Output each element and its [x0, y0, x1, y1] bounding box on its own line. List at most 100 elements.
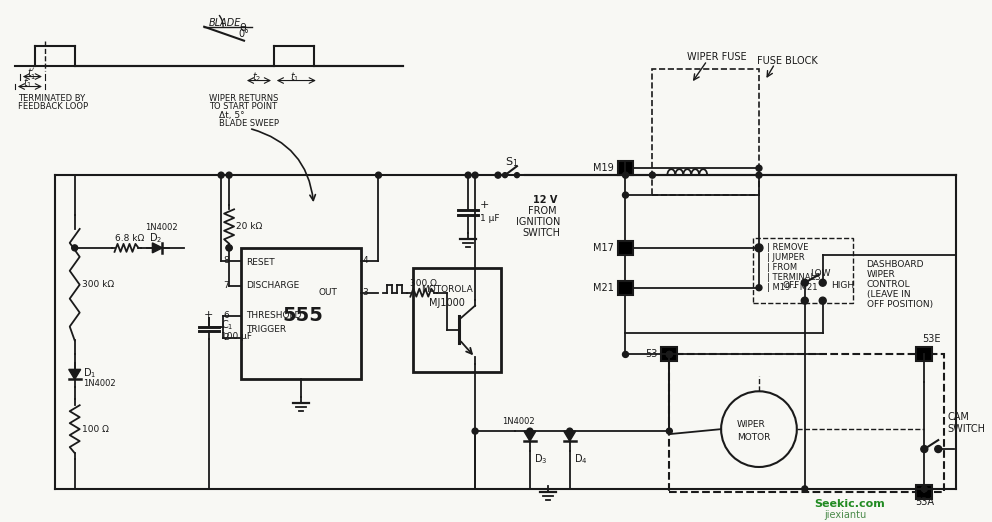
- Circle shape: [503, 173, 508, 177]
- Text: 2: 2: [223, 333, 229, 342]
- Circle shape: [226, 245, 232, 251]
- Text: C$_1$: C$_1$: [221, 318, 234, 333]
- Text: +: +: [204, 310, 213, 319]
- Bar: [917, 485, 932, 499]
- Circle shape: [495, 172, 501, 178]
- Bar: [618, 281, 634, 295]
- Text: 53: 53: [645, 349, 658, 360]
- Circle shape: [921, 446, 928, 453]
- Circle shape: [819, 279, 826, 286]
- Text: | FROM: | FROM: [767, 263, 797, 272]
- Text: MOTOR: MOTOR: [737, 433, 771, 442]
- Text: LOW: LOW: [809, 269, 830, 278]
- Text: 6.8 kΩ: 6.8 kΩ: [114, 234, 144, 243]
- Text: M21: M21: [592, 283, 613, 293]
- Circle shape: [515, 173, 520, 177]
- Text: S$_1$: S$_1$: [505, 156, 519, 169]
- Text: 12 V: 12 V: [533, 195, 558, 205]
- Circle shape: [472, 428, 478, 434]
- Bar: [618, 161, 634, 175]
- Text: 8: 8: [223, 256, 229, 265]
- Polygon shape: [68, 370, 80, 379]
- Text: $t_1'$: $t_1'$: [27, 66, 37, 81]
- Circle shape: [226, 245, 232, 251]
- Text: SWITCH: SWITCH: [522, 228, 559, 238]
- Text: D$_1$: D$_1$: [82, 366, 96, 380]
- Text: 20 kΩ: 20 kΩ: [236, 222, 262, 231]
- Text: 1N4002: 1N4002: [502, 417, 535, 425]
- Text: 1N4002: 1N4002: [82, 379, 115, 388]
- Circle shape: [71, 245, 77, 251]
- Text: $t_1$: $t_1$: [23, 77, 33, 90]
- Bar: [414, 268, 501, 372]
- Text: 555: 555: [283, 306, 323, 325]
- Text: $t_1$: $t_1$: [290, 70, 300, 85]
- Circle shape: [802, 279, 808, 286]
- Text: BLADE: BLADE: [209, 18, 241, 28]
- Text: IGNITION: IGNITION: [516, 217, 560, 227]
- Circle shape: [226, 172, 232, 178]
- Circle shape: [650, 172, 656, 178]
- Circle shape: [802, 486, 807, 492]
- Bar: [653, 68, 759, 195]
- Text: 7: 7: [223, 281, 229, 290]
- Circle shape: [566, 428, 572, 434]
- Circle shape: [623, 351, 629, 358]
- Circle shape: [667, 351, 673, 358]
- Text: jiexiantu: jiexiantu: [824, 510, 867, 520]
- Circle shape: [922, 486, 928, 492]
- Text: Δt, 5°: Δt, 5°: [219, 111, 245, 120]
- Circle shape: [527, 428, 533, 434]
- Circle shape: [667, 351, 673, 358]
- Text: SWITCH: SWITCH: [947, 424, 985, 434]
- Text: 1N4002: 1N4002: [146, 223, 178, 232]
- Circle shape: [667, 428, 673, 434]
- Bar: [241, 248, 360, 379]
- Text: WIPER: WIPER: [737, 420, 766, 429]
- Text: 53A: 53A: [915, 497, 933, 507]
- Text: DASHBOARD: DASHBOARD: [867, 260, 924, 269]
- Text: WIPER FUSE: WIPER FUSE: [687, 52, 747, 62]
- Text: 100 Ω: 100 Ω: [81, 424, 108, 434]
- Text: HIGH: HIGH: [830, 281, 854, 290]
- Circle shape: [756, 284, 762, 291]
- Text: OUT: OUT: [318, 288, 337, 297]
- Text: 100 µF: 100 µF: [221, 332, 252, 341]
- Text: OFF: OFF: [783, 281, 801, 290]
- Circle shape: [755, 244, 763, 252]
- Text: CAM: CAM: [947, 412, 969, 422]
- Text: OFF POSITION): OFF POSITION): [867, 300, 932, 309]
- Bar: [662, 348, 678, 361]
- Text: M19: M19: [593, 163, 613, 173]
- Text: Seekic.com: Seekic.com: [814, 499, 886, 509]
- Circle shape: [934, 446, 941, 453]
- Text: M17: M17: [592, 243, 613, 253]
- Text: 6: 6: [223, 311, 229, 320]
- Text: DISCHARGE: DISCHARGE: [246, 281, 300, 290]
- Circle shape: [623, 172, 629, 178]
- Text: | JUMPER: | JUMPER: [767, 253, 805, 263]
- Text: FROM: FROM: [528, 206, 557, 216]
- Circle shape: [802, 297, 808, 304]
- Text: TERMINATED BY: TERMINATED BY: [18, 94, 85, 103]
- Text: 3: 3: [362, 288, 368, 297]
- Circle shape: [623, 192, 629, 198]
- Text: BLADE SWEEP: BLADE SWEEP: [219, 119, 279, 128]
- Text: +: +: [480, 200, 489, 210]
- Bar: [917, 348, 932, 361]
- Polygon shape: [153, 243, 163, 253]
- Text: MJ1000: MJ1000: [430, 298, 465, 307]
- Text: 53E: 53E: [923, 335, 940, 345]
- Circle shape: [472, 172, 478, 178]
- Text: MOTOROLA: MOTOROLA: [422, 285, 473, 294]
- Text: TO START POINT: TO START POINT: [209, 102, 278, 111]
- Text: D$_4$: D$_4$: [573, 452, 587, 466]
- Text: 1 µF: 1 µF: [480, 215, 500, 223]
- Text: FEEDBACK LOOP: FEEDBACK LOOP: [18, 102, 88, 111]
- Text: 4: 4: [362, 256, 368, 265]
- Text: THRESHOLD: THRESHOLD: [246, 311, 302, 320]
- Text: 300 Ω: 300 Ω: [411, 279, 437, 288]
- Text: (LEAVE IN: (LEAVE IN: [867, 290, 911, 299]
- Circle shape: [819, 297, 826, 304]
- Text: θ: θ: [239, 23, 246, 33]
